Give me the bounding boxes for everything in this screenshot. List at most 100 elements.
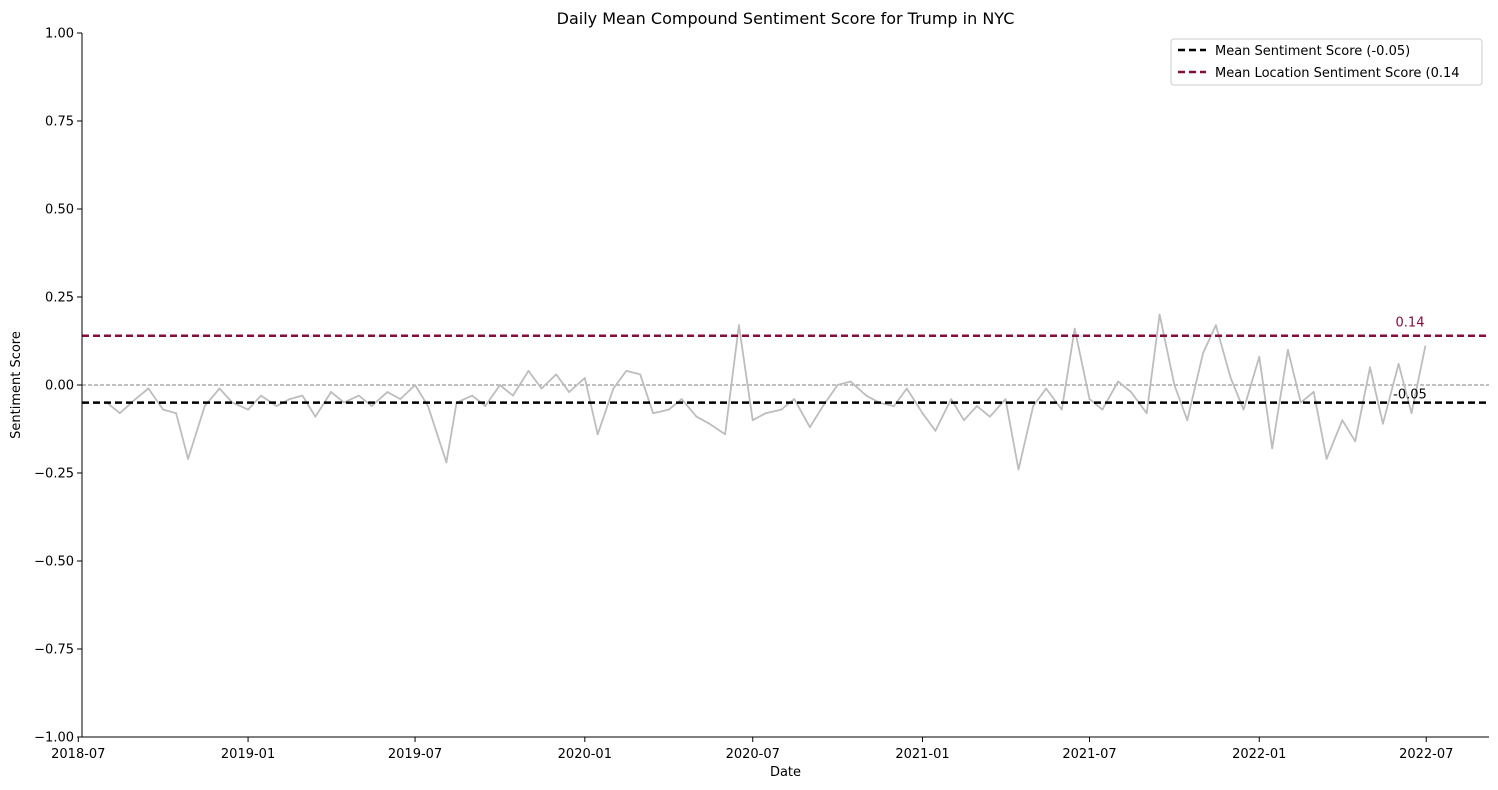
data-point [1130, 391, 1132, 393]
chart-title: Daily Mean Compound Sentiment Score for … [557, 9, 1015, 28]
x-tick-label: 2018-07 [51, 747, 105, 762]
data-point [893, 405, 895, 407]
data-point [976, 405, 978, 407]
x-tick-label: 2020-01 [558, 747, 612, 762]
data-point [724, 433, 726, 436]
data-point [1312, 391, 1315, 393]
data-point [1287, 348, 1289, 351]
data-point [1117, 380, 1119, 383]
data-point [708, 422, 711, 425]
x-tick-label: 2022-01 [1232, 747, 1286, 762]
data-point [288, 398, 291, 400]
x-tick-label: 2020-07 [726, 747, 780, 762]
data-point [386, 391, 389, 393]
data-point [370, 405, 373, 407]
data-point [639, 373, 642, 376]
x-tick-label: 2022-07 [1399, 747, 1453, 762]
data-point [695, 415, 698, 418]
data-point [950, 398, 952, 400]
y-tick-label: −0.75 [34, 643, 74, 658]
y-tick-label: 0.75 [45, 115, 74, 130]
data-point [1258, 355, 1261, 358]
legend-label-mean-sentiment: Mean Sentiment Score (-0.05) [1215, 44, 1410, 59]
data-point [1341, 419, 1344, 422]
x-tick-label: 2021-01 [895, 747, 949, 762]
y-tick-label: −1.00 [34, 731, 74, 746]
data-point [764, 412, 767, 415]
data-point [1017, 468, 1020, 471]
data-point [1215, 324, 1217, 327]
data-point [203, 405, 206, 407]
data-point [1060, 408, 1063, 411]
data-point [680, 398, 683, 400]
data-point [1032, 405, 1035, 407]
data-point [527, 370, 530, 372]
data-point [921, 412, 924, 415]
data-point [187, 458, 190, 460]
legend: Mean Sentiment Score (-0.05) Mean Locati… [1170, 38, 1483, 86]
series-line-0 [106, 313, 1427, 471]
data-point [751, 419, 754, 422]
data-point [357, 394, 360, 397]
data-point [414, 384, 416, 386]
data-point [1073, 327, 1076, 330]
data-point [314, 415, 317, 418]
data-point [1354, 440, 1357, 443]
data-point [780, 408, 783, 411]
y-tick-label: −0.25 [34, 467, 74, 482]
data-point [147, 387, 150, 390]
data-point [865, 394, 868, 397]
data-point [1410, 412, 1413, 415]
data-point [175, 412, 178, 415]
y-tick-label: 0.50 [45, 203, 74, 218]
data-point [667, 408, 670, 411]
data-point [1271, 447, 1274, 450]
data-point [836, 384, 839, 386]
data-point [1325, 458, 1328, 460]
reference-annotation-mean-location-sentiment: 0.14 [1396, 316, 1425, 331]
legend-label-mean-location-sentiment: Mean Location Sentiment Score (0.14 [1215, 66, 1460, 81]
data-point [1145, 412, 1148, 415]
y-tick-label: 0.00 [45, 379, 74, 394]
data-point [583, 377, 586, 379]
data-point [162, 408, 165, 411]
data-point [849, 380, 852, 383]
data-point [905, 387, 908, 390]
plot-area: -0.05 0.14 [82, 313, 1489, 471]
data-point [399, 398, 402, 400]
data-point [1242, 408, 1245, 411]
data-point [1229, 377, 1232, 379]
data-point [822, 405, 824, 407]
legend-box [1170, 38, 1483, 86]
data-point [330, 391, 332, 393]
data-point [118, 412, 121, 415]
data-point [275, 405, 278, 407]
data-point [218, 387, 221, 390]
data-point [445, 461, 448, 464]
data-point [934, 429, 937, 432]
data-point [427, 405, 429, 407]
data-point [555, 373, 558, 376]
data-point [247, 408, 250, 411]
data-point [1202, 352, 1204, 355]
y-axis-title: Sentiment Score [9, 331, 24, 439]
reference-annotation-mean-sentiment: -0.05 [1393, 388, 1427, 403]
data-point [1004, 398, 1007, 400]
data-point [134, 398, 137, 400]
x-tick-label: 2021-07 [1062, 747, 1116, 762]
data-point [809, 426, 811, 429]
data-point [1369, 366, 1371, 369]
data-point [1088, 398, 1091, 400]
x-tick-label: 2019-07 [388, 747, 442, 762]
data-point [652, 412, 654, 415]
data-point [568, 391, 570, 393]
data-point [1186, 419, 1189, 422]
x-axis-title: Date [770, 765, 801, 780]
data-point [540, 387, 543, 390]
data-point [1299, 401, 1302, 404]
data-point [260, 394, 262, 397]
data-point [793, 398, 796, 400]
data-point [738, 324, 740, 327]
data-point [343, 401, 345, 404]
